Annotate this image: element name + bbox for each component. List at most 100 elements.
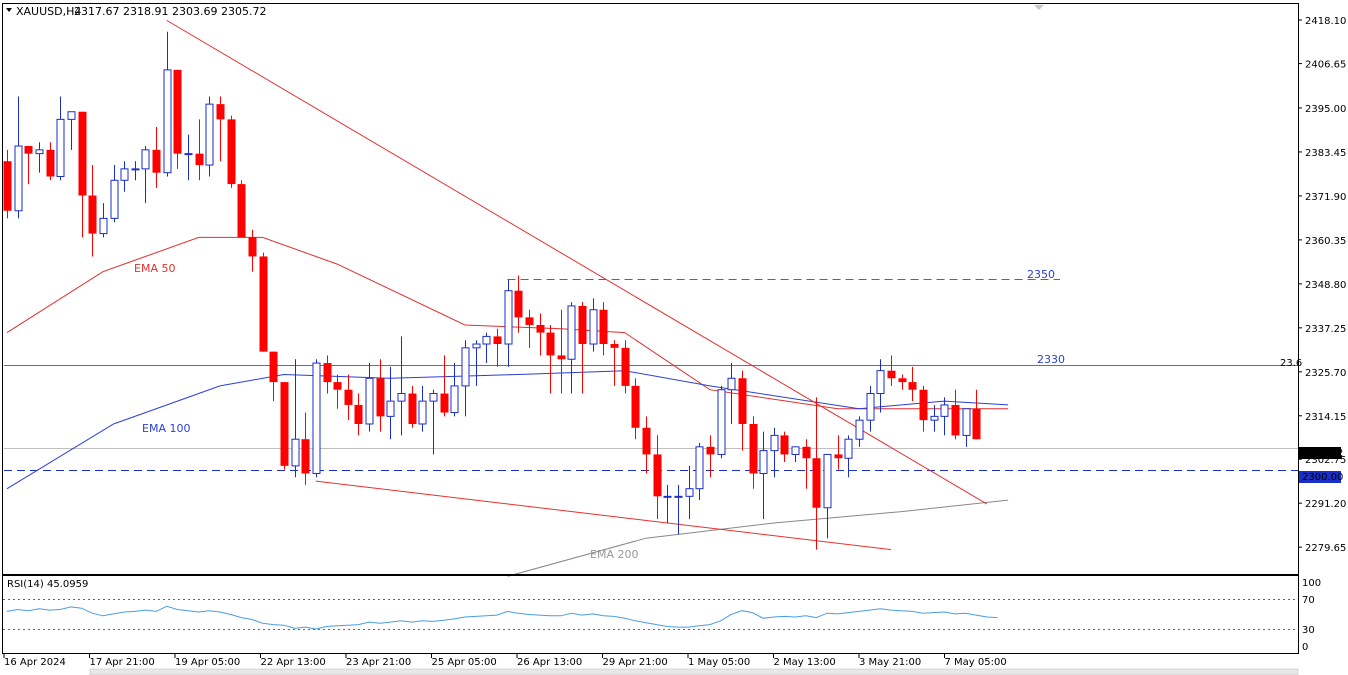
rsi-line — [6, 605, 998, 630]
candle-body-bull — [205, 103, 214, 166]
candle — [312, 359, 321, 478]
candle-body-bull — [855, 419, 864, 440]
horizontal-scrollbar[interactable] — [89, 668, 1299, 675]
candle-body-bear — [919, 389, 928, 421]
candle — [131, 161, 140, 181]
candle — [962, 408, 971, 447]
time-tick-label: 3 May 21:00 — [859, 657, 921, 668]
candle — [78, 111, 87, 238]
trendlines — [166, 19, 988, 551]
price-tick-label: 2383.45 — [1305, 148, 1346, 159]
candle-body-bear — [802, 446, 811, 459]
candle — [354, 393, 363, 436]
candle — [717, 385, 726, 459]
candle-body-bull — [450, 385, 459, 414]
candle — [706, 435, 715, 478]
candle-body-bull — [685, 488, 694, 497]
candle — [344, 374, 353, 421]
main-pane-frame — [2, 3, 1299, 575]
candle — [504, 279, 513, 367]
candle — [749, 416, 758, 489]
candle-body-bull — [429, 393, 438, 402]
candle — [738, 370, 747, 451]
rsi-series — [6, 605, 998, 630]
rsi-level-30: 30 — [1302, 625, 1315, 636]
candle — [248, 229, 257, 272]
candle-body-bull — [110, 179, 119, 219]
candle — [397, 336, 406, 436]
price-tick-label: 2279.65 — [1305, 543, 1346, 554]
candle-body-bull — [418, 400, 427, 425]
candle-body-bear — [557, 355, 566, 360]
rsi-label: RSI(14) 45.0959 — [7, 579, 88, 590]
price-tick-label: 2360.35 — [1305, 236, 1346, 247]
candle — [301, 412, 310, 485]
candle — [780, 431, 789, 463]
candle-body-bear — [3, 161, 12, 211]
candle-body-bull — [482, 335, 491, 345]
candle — [802, 439, 811, 489]
candle-body-bear — [24, 146, 33, 154]
time-tick-label: 26 Apr 13:00 — [517, 657, 582, 668]
trendline-0 — [166, 19, 988, 505]
candle — [525, 309, 534, 348]
candle-body-bear — [514, 290, 523, 318]
price-tick-label: 2395.00 — [1305, 104, 1346, 115]
candle — [887, 355, 896, 386]
candle — [653, 435, 662, 520]
price-tick-label: 2291.20 — [1305, 499, 1346, 510]
candle-body-bear — [749, 423, 758, 474]
horizontal-levels — [4, 279, 1298, 471]
candle-body-bull — [589, 309, 598, 345]
candle-body-bear — [269, 351, 278, 383]
ema100-label: EMA 100 — [142, 422, 190, 435]
candle — [376, 359, 385, 432]
candle — [291, 359, 300, 478]
time-tick-label: 16 Apr 2024 — [4, 657, 66, 668]
candle — [567, 302, 576, 394]
candle — [919, 385, 928, 432]
candle-body-bear — [578, 305, 587, 345]
candle-body-bull — [56, 118, 65, 177]
moving-averages — [6, 236, 1009, 577]
candle — [205, 96, 214, 177]
candle-body-bear — [216, 104, 225, 120]
price-tick-label: 2348.80 — [1305, 280, 1346, 291]
candle — [589, 298, 598, 352]
candle-body-bull — [823, 453, 832, 509]
candle — [621, 340, 630, 394]
time-tick-label: 22 Apr 13:00 — [261, 657, 326, 668]
candle-body-bear — [621, 347, 630, 386]
time-axis: 16 Apr 2024 17 Apr 21:00 19 Apr 05:00 22 Ap… — [3, 654, 1007, 668]
candle — [418, 385, 427, 432]
time-tick-label: 23 Apr 21:00 — [346, 657, 411, 668]
candle — [493, 328, 502, 367]
candles — [3, 31, 981, 550]
candle — [259, 252, 268, 352]
candle — [972, 389, 981, 440]
candle-body-bull — [876, 370, 885, 395]
candle-body-bull — [504, 290, 513, 345]
collapse-triangle-icon[interactable] — [6, 8, 12, 12]
candle — [642, 416, 651, 474]
current-price-text: 2305.72 — [1302, 448, 1343, 459]
candle — [898, 374, 907, 390]
ema200-line — [507, 499, 1009, 577]
candle-body-bull — [365, 377, 374, 425]
rsi-level-70: 70 — [1302, 595, 1315, 606]
candle — [514, 275, 523, 333]
time-tick-label: 2 May 13:00 — [774, 657, 836, 668]
candle-body-bull — [759, 450, 768, 474]
candle-body-bear — [951, 404, 960, 436]
candle — [237, 180, 246, 238]
chart-shift-marker-icon[interactable] — [1034, 5, 1044, 10]
candle-body-bear — [493, 336, 502, 345]
candle-body-bull — [844, 438, 853, 459]
candle-body-bear — [898, 378, 907, 383]
time-tick-label: 7 May 05:00 — [945, 657, 1007, 668]
candle-body-bear — [706, 446, 715, 455]
candle — [951, 389, 960, 440]
candle — [812, 397, 821, 550]
candle — [99, 203, 108, 238]
